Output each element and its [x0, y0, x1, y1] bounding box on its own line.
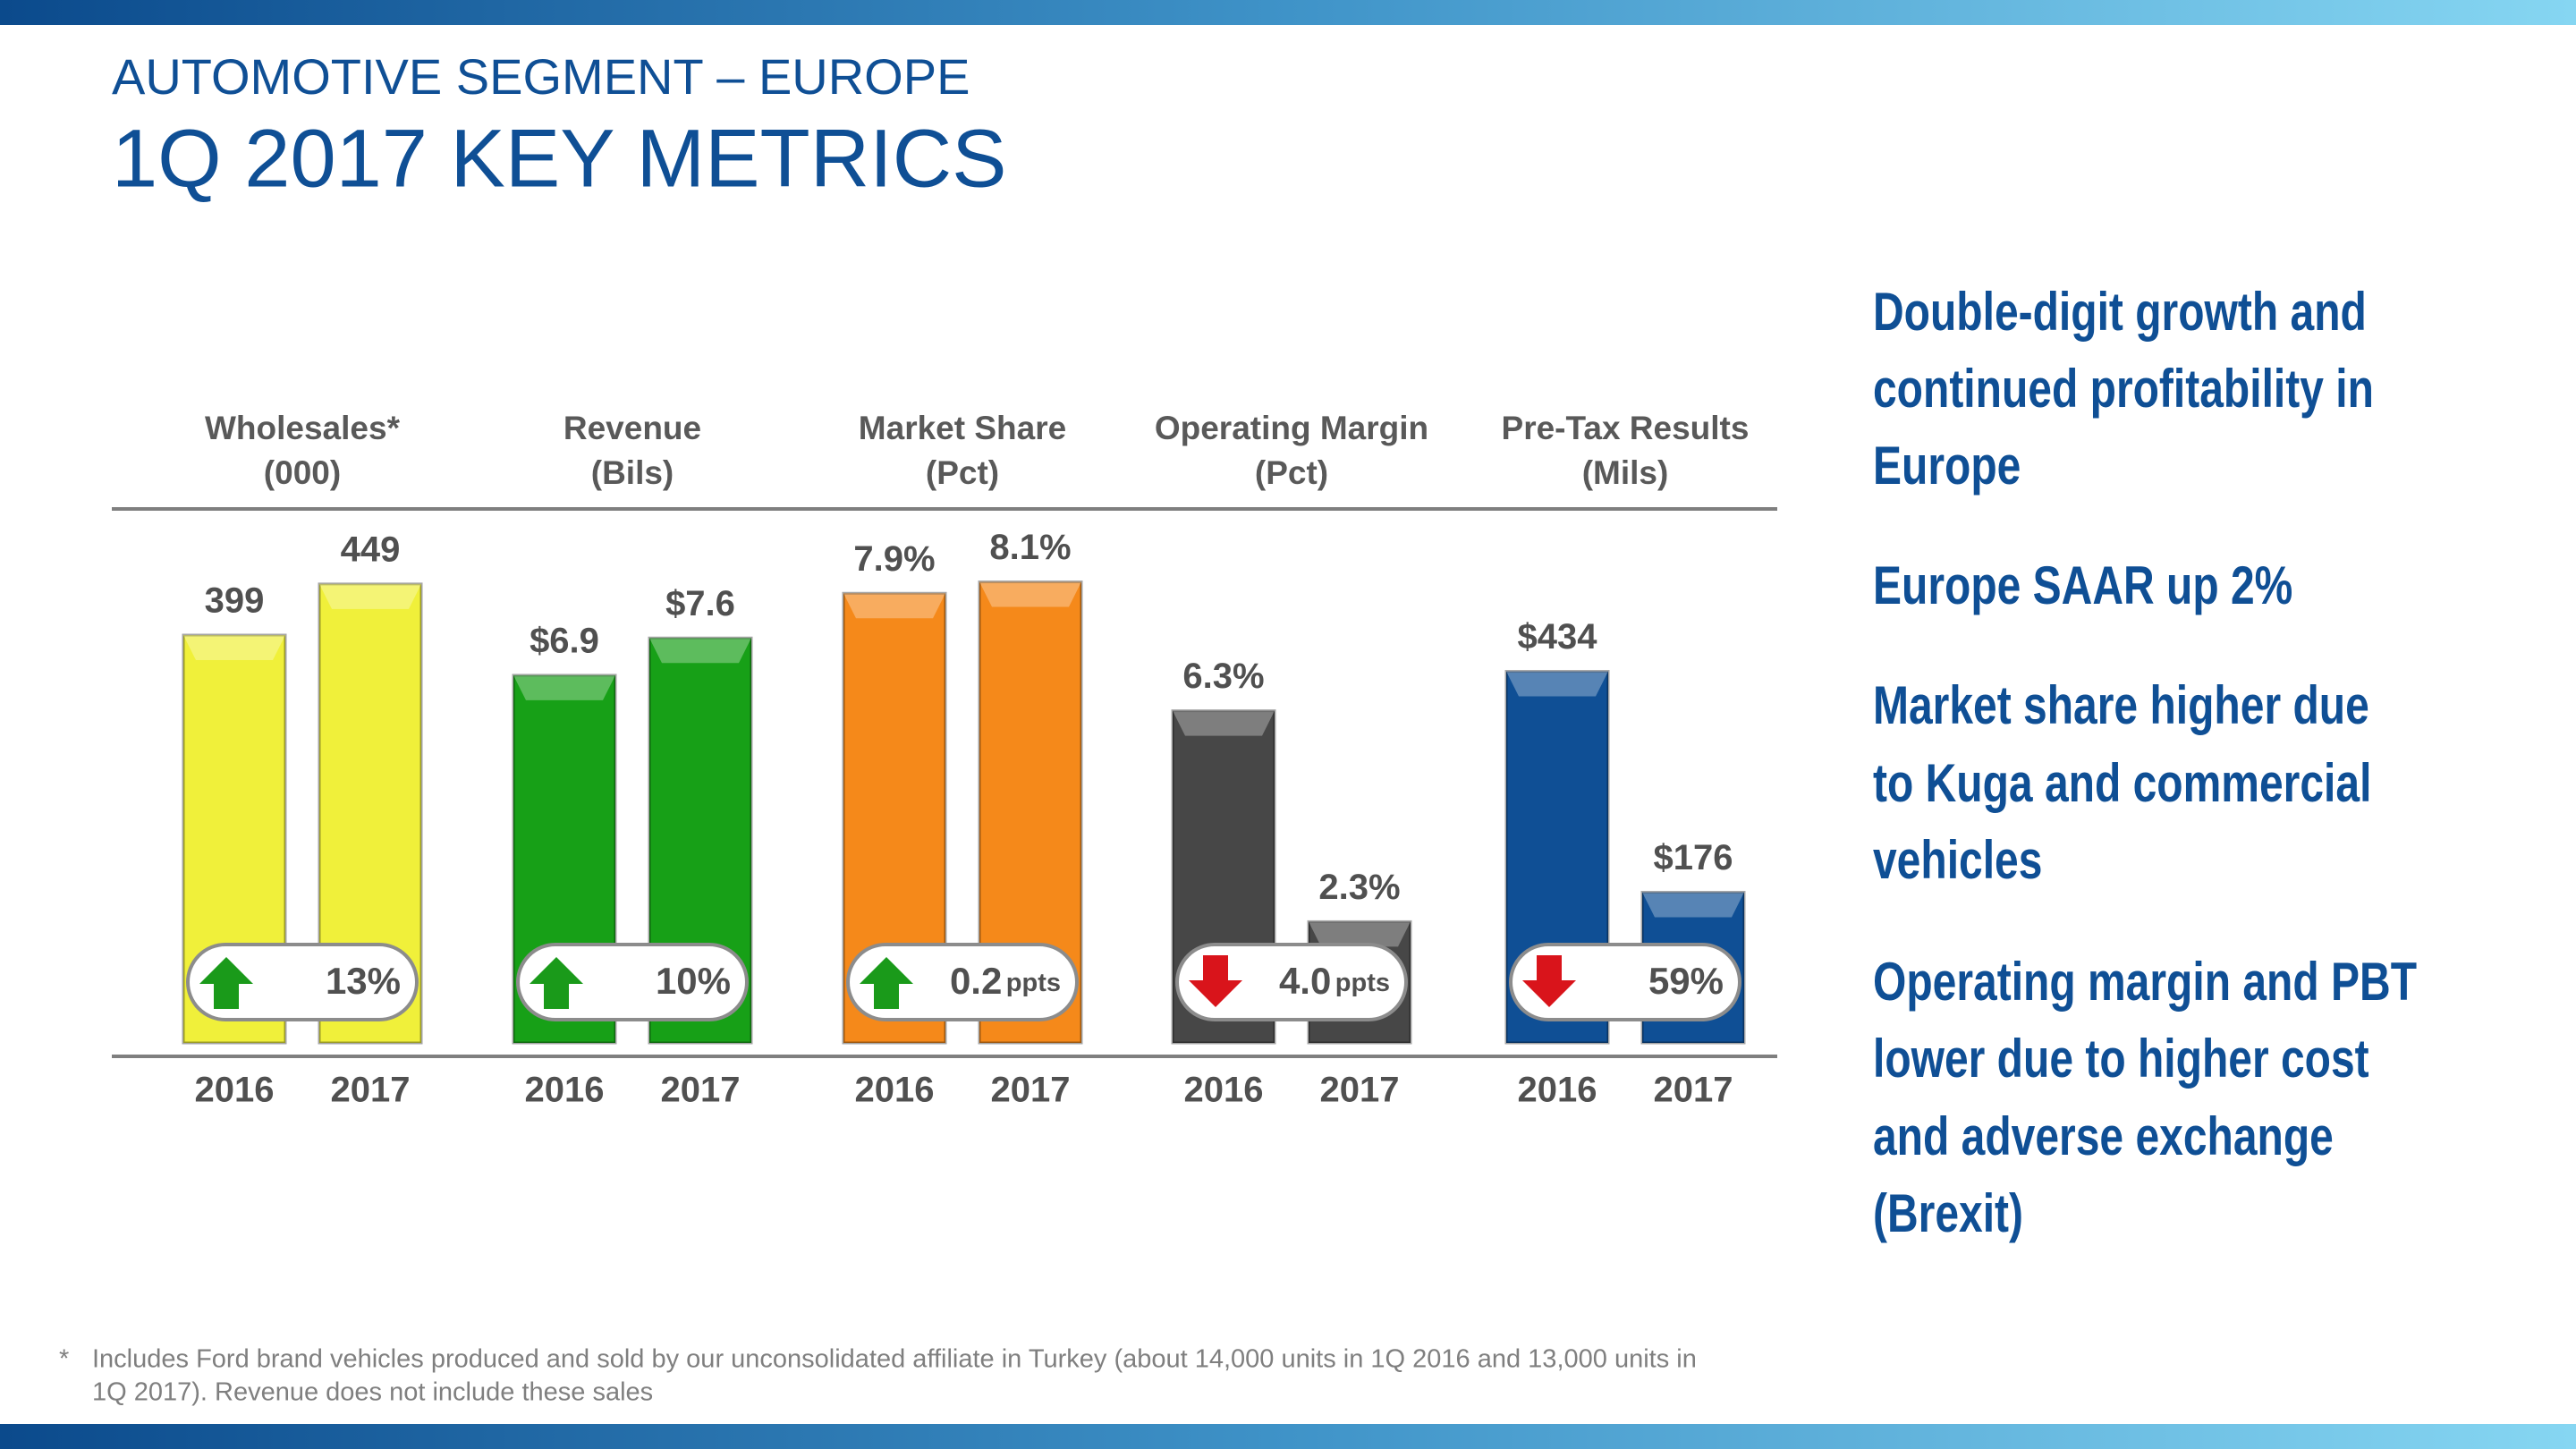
- chart-title: Market Share: [859, 410, 1066, 446]
- change-arrow: [199, 957, 253, 1009]
- bullet-line: Europe: [1873, 436, 2021, 496]
- change-label: 4.0: [1279, 960, 1331, 1002]
- change-text: 0.2 ppts: [950, 960, 1061, 1002]
- bullet-line: and adverse exchange: [1873, 1106, 2334, 1166]
- bar-bevel: [183, 635, 285, 660]
- bar-bevel: [1506, 671, 1608, 697]
- chart-title: Operating Margin: [1155, 410, 1428, 446]
- change-arrow: [1522, 955, 1576, 1007]
- change-label: 13%: [326, 960, 401, 1002]
- bullet-line: Market share higher due: [1873, 675, 2369, 735]
- change-badge: [1509, 943, 1741, 1021]
- bottom-band: [0, 1424, 2576, 1449]
- bar-bevel: [979, 581, 1081, 607]
- change-text: 4.0 ppts: [1279, 960, 1390, 1002]
- header-subtitle: AUTOMOTIVE SEGMENT – EUROPE: [112, 48, 970, 105]
- bar-bevel: [1173, 710, 1275, 736]
- x-tick-label: 2016: [525, 1071, 605, 1110]
- x-tick-label: 2016: [1518, 1071, 1597, 1110]
- chart-subtitle: (000): [264, 454, 341, 491]
- value-label: 7.9%: [853, 539, 935, 579]
- x-tick-label: 2016: [855, 1071, 935, 1110]
- change-arrow: [860, 957, 913, 1009]
- value-label: $7.6: [665, 584, 735, 623]
- bullet-line: (Brexit): [1873, 1183, 2023, 1243]
- x-tick-label: 2016: [1184, 1071, 1264, 1110]
- change-arrow: [1189, 955, 1242, 1007]
- bar-bevel: [513, 674, 615, 700]
- change-badge: [1175, 943, 1408, 1021]
- bullet-line: continued profitability in: [1873, 359, 2374, 419]
- bullet-line: Operating margin and PBT: [1873, 952, 2417, 1012]
- change-text: 59%: [1648, 960, 1724, 1002]
- change-label: 10%: [656, 960, 731, 1002]
- change-arrow: [530, 957, 583, 1009]
- x-tick-label: 2017: [331, 1071, 411, 1110]
- change-text: 10%: [656, 960, 731, 1002]
- chart-title: Pre-Tax Results: [1502, 410, 1750, 446]
- change-unit: ppts: [1006, 969, 1061, 997]
- bar-bevel: [319, 583, 421, 609]
- bullet-line: lower due to higher cost: [1873, 1029, 2369, 1089]
- change-label: 0.2: [950, 960, 1002, 1002]
- x-tick-label: 2017: [661, 1071, 741, 1110]
- footnote-line: Includes Ford brand vehicles produced an…: [92, 1345, 1697, 1374]
- chart-subtitle: (Pct): [926, 454, 999, 491]
- change-badge: [516, 943, 749, 1021]
- change-label: 59%: [1648, 960, 1724, 1002]
- bar-bevel: [1309, 921, 1411, 947]
- chart-subtitle: (Mils): [1582, 454, 1669, 491]
- bullet-line: Double-digit growth and: [1873, 282, 2367, 342]
- chart-subtitle: (Pct): [1255, 454, 1328, 491]
- value-label: 2.3%: [1318, 868, 1400, 907]
- bar-bevel: [1642, 892, 1744, 918]
- chart-title: Wholesales*: [205, 410, 401, 446]
- header-title: 1Q 2017 KEY METRICS: [112, 113, 1007, 204]
- bullet-line: to Kuga and commercial: [1873, 753, 2371, 813]
- footnote-line: 1Q 2017). Revenue does not include these…: [92, 1378, 653, 1407]
- footnote-marker: *: [59, 1345, 69, 1374]
- x-tick-label: 2016: [195, 1071, 275, 1110]
- value-label: 8.1%: [989, 528, 1071, 567]
- change-text: 13%: [326, 960, 401, 1002]
- value-label: 6.3%: [1182, 657, 1264, 696]
- top-band: [0, 0, 2576, 25]
- value-label: $6.9: [530, 621, 599, 660]
- bar-bevel: [843, 593, 945, 619]
- x-tick-label: 2017: [1654, 1071, 1733, 1110]
- x-tick-label: 2017: [1320, 1071, 1400, 1110]
- change-badge: [846, 943, 1079, 1021]
- chart-subtitle: (Bils): [591, 454, 674, 491]
- chart-title: Revenue: [564, 410, 701, 446]
- change-badge: [186, 943, 419, 1021]
- value-label: 449: [341, 530, 401, 569]
- bullet-line: vehicles: [1873, 830, 2042, 890]
- x-tick-label: 2017: [991, 1071, 1071, 1110]
- value-label: $434: [1518, 617, 1598, 657]
- bullet-line: Europe SAAR up 2%: [1873, 555, 2292, 615]
- value-label: 399: [205, 581, 265, 621]
- change-unit: ppts: [1335, 969, 1390, 997]
- value-label: $176: [1654, 838, 1733, 877]
- bar-bevel: [649, 638, 751, 664]
